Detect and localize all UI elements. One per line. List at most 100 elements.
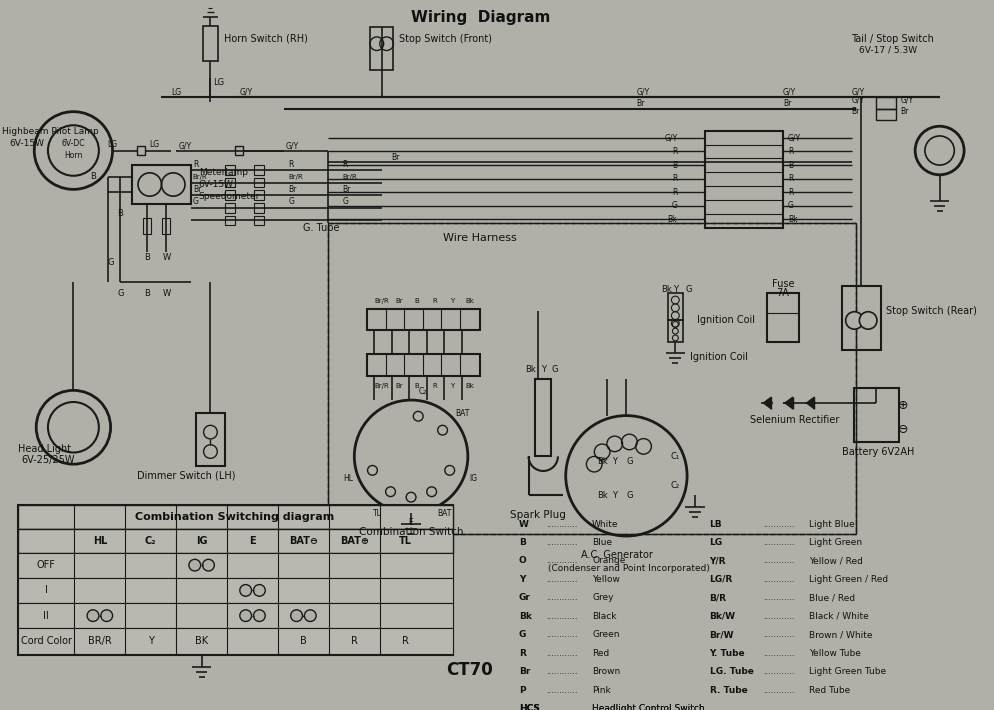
Text: ............: ............ xyxy=(546,686,578,694)
Text: Light Blue: Light Blue xyxy=(809,520,854,528)
Bar xyxy=(667,293,683,320)
Bar xyxy=(18,628,452,653)
Text: ............: ............ xyxy=(546,667,578,676)
Text: Orange: Orange xyxy=(591,557,625,565)
Text: Red Tube: Red Tube xyxy=(809,686,850,694)
Text: Y: Y xyxy=(148,636,153,646)
Text: ............: ............ xyxy=(762,612,794,621)
Text: LG: LG xyxy=(171,88,181,97)
Circle shape xyxy=(444,466,454,475)
Text: G: G xyxy=(518,630,526,639)
Text: Wiring  Diagram: Wiring Diagram xyxy=(411,10,550,25)
Text: Br: Br xyxy=(396,298,403,304)
Text: Horn: Horn xyxy=(65,151,83,160)
Text: B: B xyxy=(518,538,525,547)
Text: (Condenser and Point Incorporated): (Condenser and Point Incorporated) xyxy=(548,564,710,572)
Bar xyxy=(225,178,235,187)
Text: C₂: C₂ xyxy=(418,387,426,396)
Circle shape xyxy=(859,312,876,329)
Text: Ignition Coil: Ignition Coil xyxy=(696,315,754,325)
Circle shape xyxy=(367,466,377,475)
Text: P: P xyxy=(518,686,525,694)
Bar xyxy=(254,178,264,187)
Text: LB: LB xyxy=(709,520,722,528)
Text: Pink: Pink xyxy=(591,686,610,694)
Text: Fuse: Fuse xyxy=(771,278,793,288)
Circle shape xyxy=(426,487,436,496)
Text: II: II xyxy=(43,611,49,621)
Text: G/Y: G/Y xyxy=(900,96,912,104)
Text: HCS: HCS xyxy=(518,704,539,710)
Text: G/Y: G/Y xyxy=(664,133,677,143)
Text: 6V-17 / 5.3W: 6V-17 / 5.3W xyxy=(859,46,916,55)
Bar xyxy=(370,27,393,70)
Text: Br: Br xyxy=(193,185,201,194)
Text: Wire Harness: Wire Harness xyxy=(442,233,516,243)
Text: Stop Switch (Front): Stop Switch (Front) xyxy=(399,34,492,44)
Text: Br: Br xyxy=(851,107,859,116)
Text: Black: Black xyxy=(591,612,616,621)
Text: R: R xyxy=(671,147,677,156)
Bar xyxy=(143,219,150,234)
Text: Light Green / Red: Light Green / Red xyxy=(809,575,888,584)
Text: R: R xyxy=(671,187,677,197)
Text: Y: Y xyxy=(518,575,525,584)
Text: BAT⊕: BAT⊕ xyxy=(340,536,369,546)
Text: Headlight Control Switch: Headlight Control Switch xyxy=(591,704,704,710)
Bar xyxy=(18,505,452,655)
Bar xyxy=(18,552,452,578)
Text: TL: TL xyxy=(373,509,382,518)
Text: ........: ........ xyxy=(546,704,567,710)
Text: G: G xyxy=(787,202,793,210)
Bar xyxy=(875,109,895,121)
Text: Bk: Bk xyxy=(525,364,536,373)
Text: Br/R: Br/R xyxy=(374,298,389,304)
Bar xyxy=(535,378,551,457)
Text: B: B xyxy=(89,173,95,181)
Bar xyxy=(254,203,264,213)
Polygon shape xyxy=(784,397,792,409)
Text: W: W xyxy=(162,253,170,262)
Polygon shape xyxy=(806,397,813,409)
Text: Br: Br xyxy=(518,667,530,676)
Text: Br/R: Br/R xyxy=(374,383,389,390)
Text: BAT: BAT xyxy=(436,509,451,518)
Text: Cord Color: Cord Color xyxy=(21,636,72,646)
Text: ............: ............ xyxy=(762,667,794,676)
Text: Bk: Bk xyxy=(465,383,474,390)
Text: Y. Tube: Y. Tube xyxy=(709,649,745,657)
Text: Blue: Blue xyxy=(591,538,611,547)
Text: Gr: Gr xyxy=(518,594,530,602)
Text: G: G xyxy=(193,197,199,207)
Text: ............: ............ xyxy=(546,630,578,639)
Text: G: G xyxy=(342,197,348,207)
Bar xyxy=(254,190,264,200)
Text: Br: Br xyxy=(782,99,790,109)
Text: Bk/W: Bk/W xyxy=(709,612,735,621)
Text: G/Y: G/Y xyxy=(787,133,800,143)
Text: Light Green: Light Green xyxy=(809,538,862,547)
Text: R: R xyxy=(787,147,792,156)
Text: Blue / Red: Blue / Red xyxy=(809,594,855,602)
Text: G: G xyxy=(685,285,691,294)
Text: ............: ............ xyxy=(546,594,578,602)
Bar xyxy=(225,216,235,225)
Text: BAT: BAT xyxy=(454,410,469,418)
Circle shape xyxy=(203,559,214,571)
Text: ............: ............ xyxy=(546,704,578,710)
Text: Br: Br xyxy=(635,99,644,109)
Text: Bk: Bk xyxy=(518,612,531,621)
Circle shape xyxy=(304,610,316,621)
Text: R: R xyxy=(787,187,792,197)
Text: R: R xyxy=(787,174,792,183)
Text: ............: ............ xyxy=(762,594,794,602)
Text: Y: Y xyxy=(449,298,454,304)
Text: B: B xyxy=(672,160,677,170)
Text: Headlight Control Switch: Headlight Control Switch xyxy=(591,704,704,710)
Text: Brown: Brown xyxy=(591,667,620,676)
Text: C₂: C₂ xyxy=(145,536,156,546)
Circle shape xyxy=(189,559,201,571)
Text: 7A: 7A xyxy=(775,288,788,298)
Circle shape xyxy=(845,312,863,329)
Text: ............: ............ xyxy=(546,612,578,621)
